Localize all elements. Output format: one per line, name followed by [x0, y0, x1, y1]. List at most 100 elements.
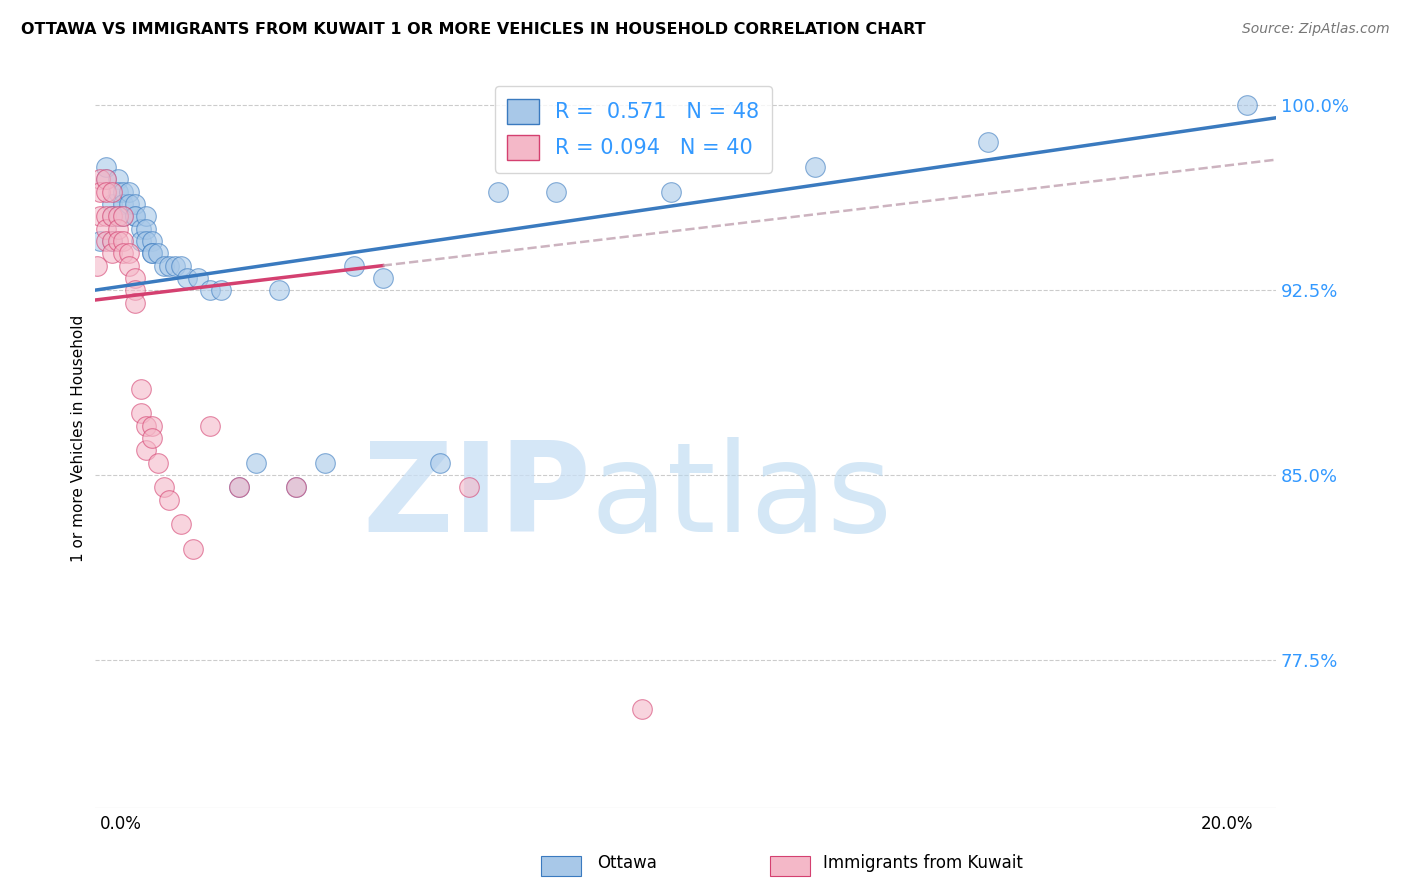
Point — [107, 185, 129, 199]
Bar — [541, 856, 581, 876]
Point — [135, 418, 157, 433]
Point — [135, 443, 157, 458]
Point — [101, 246, 124, 260]
Point — [101, 210, 124, 224]
Point — [89, 234, 111, 248]
Point — [228, 480, 250, 494]
Point — [94, 160, 117, 174]
Point — [112, 246, 135, 260]
Point — [159, 492, 181, 507]
Point — [181, 541, 204, 556]
Text: OTTAWA VS IMMIGRANTS FROM KUWAIT 1 OR MORE VEHICLES IN HOUSEHOLD CORRELATION CHA: OTTAWA VS IMMIGRANTS FROM KUWAIT 1 OR MO… — [21, 22, 925, 37]
Point — [101, 234, 124, 248]
Point — [101, 185, 124, 199]
Text: 0.0%: 0.0% — [100, 815, 142, 833]
Point — [187, 271, 209, 285]
Point — [141, 246, 163, 260]
Point — [112, 185, 135, 199]
Point — [101, 197, 124, 211]
Y-axis label: 1 or more Vehicles in Household: 1 or more Vehicles in Household — [72, 314, 86, 562]
Point — [107, 210, 129, 224]
Point — [285, 480, 308, 494]
Text: Source: ZipAtlas.com: Source: ZipAtlas.com — [1241, 22, 1389, 37]
Point — [267, 283, 290, 297]
Point — [135, 234, 157, 248]
Point — [198, 283, 221, 297]
Point — [129, 221, 152, 235]
Point — [107, 210, 129, 224]
Text: ZIP: ZIP — [361, 437, 591, 558]
Point — [141, 246, 163, 260]
Point — [118, 259, 141, 273]
Point — [118, 197, 141, 211]
Point — [112, 197, 135, 211]
Point — [659, 185, 682, 199]
Point — [804, 160, 827, 174]
Point — [458, 480, 481, 494]
Point — [146, 246, 169, 260]
Bar — [770, 856, 810, 876]
Point — [112, 234, 135, 248]
Point — [107, 172, 129, 186]
Point — [89, 172, 111, 186]
Point — [107, 221, 129, 235]
Point — [129, 406, 152, 420]
Point — [129, 382, 152, 396]
Point — [124, 210, 146, 224]
Point — [228, 480, 250, 494]
Point — [141, 418, 163, 433]
Point — [124, 210, 146, 224]
Point — [314, 456, 336, 470]
Point — [86, 259, 108, 273]
Point — [209, 283, 232, 297]
Point — [544, 185, 567, 199]
Point — [135, 210, 157, 224]
Point — [343, 259, 366, 273]
Point — [124, 283, 146, 297]
Point — [112, 210, 135, 224]
Text: Immigrants from Kuwait: Immigrants from Kuwait — [823, 855, 1022, 872]
Point — [146, 456, 169, 470]
Point — [101, 234, 124, 248]
Point — [1236, 98, 1258, 112]
Point — [94, 234, 117, 248]
Point — [285, 480, 308, 494]
Point — [486, 185, 509, 199]
Point — [152, 259, 174, 273]
Point — [124, 295, 146, 310]
Point — [631, 702, 654, 716]
Point — [112, 210, 135, 224]
Point — [101, 210, 124, 224]
Point — [141, 234, 163, 248]
Point — [118, 246, 141, 260]
Point — [118, 185, 141, 199]
Point — [129, 234, 152, 248]
Point — [141, 431, 163, 445]
Point — [107, 234, 129, 248]
Point — [152, 480, 174, 494]
Text: atlas: atlas — [591, 437, 893, 558]
Point — [198, 418, 221, 433]
Point — [89, 210, 111, 224]
Point — [429, 456, 451, 470]
Point — [977, 136, 1000, 150]
Point — [94, 172, 117, 186]
Point — [176, 271, 198, 285]
Point — [245, 456, 267, 470]
Point — [371, 271, 394, 285]
Point — [94, 221, 117, 235]
Point — [94, 210, 117, 224]
Point — [94, 185, 117, 199]
Point — [165, 259, 187, 273]
Point — [135, 221, 157, 235]
Point — [94, 172, 117, 186]
Point — [170, 517, 193, 532]
Point — [124, 271, 146, 285]
Point — [159, 259, 181, 273]
Point — [89, 185, 111, 199]
Point — [170, 259, 193, 273]
Text: 20.0%: 20.0% — [1201, 815, 1253, 833]
Point — [124, 197, 146, 211]
Text: Ottawa: Ottawa — [598, 855, 658, 872]
Legend: R =  0.571   N = 48, R = 0.094   N = 40: R = 0.571 N = 48, R = 0.094 N = 40 — [495, 87, 772, 172]
